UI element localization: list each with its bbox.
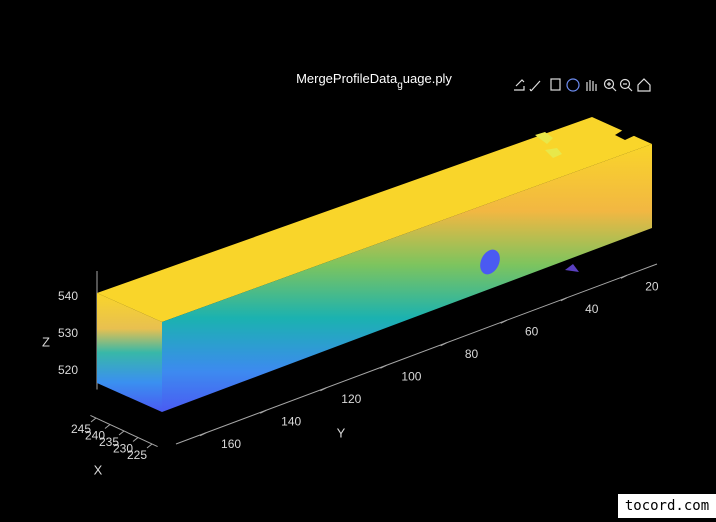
y-tick (320, 387, 327, 392)
x-tick-label: 240 (85, 429, 105, 443)
y-tick-label: 160 (221, 437, 241, 451)
x-tick (146, 443, 153, 449)
datatip-icon[interactable] (550, 78, 561, 91)
spots (535, 132, 562, 158)
x-tick (90, 417, 97, 423)
title-main: MergeProfileData (296, 71, 398, 86)
hole (615, 127, 638, 140)
end-face (97, 293, 162, 412)
z-tick-label: 520 (58, 363, 78, 377)
x-tick-label: 235 (99, 435, 119, 449)
y-tick-label: 120 (341, 392, 361, 406)
title-rest: uage.ply (403, 71, 453, 86)
y-axis (175, 263, 658, 445)
y-tick-label: 80 (465, 347, 479, 361)
side-face (162, 144, 652, 412)
y-tick-label: 60 (525, 324, 539, 338)
z-axis-label: Z (42, 334, 50, 349)
point-cloud (97, 117, 652, 412)
y-tick-label: 20 (645, 279, 659, 293)
toolbar (514, 78, 651, 92)
brush-icon[interactable] (529, 80, 541, 92)
zoom-out-icon[interactable] (619, 78, 631, 90)
y-tick-label: 140 (281, 414, 301, 428)
rotate-icon[interactable] (566, 78, 580, 92)
x-tick-label: 230 (113, 442, 133, 456)
watermark: tocord.com (625, 498, 709, 514)
x-tick (132, 437, 139, 442)
x-tick (118, 430, 125, 436)
y-tick (440, 342, 447, 347)
y-tick (259, 409, 267, 414)
y-tick (199, 432, 207, 437)
x-tick-label: 225 (127, 448, 147, 462)
y-tick (500, 319, 507, 324)
y-tick-label: 100 (401, 369, 421, 383)
x-tick (104, 424, 111, 429)
export-icon[interactable] (514, 79, 525, 91)
y-tick-label: 40 (585, 302, 599, 316)
blob (480, 249, 500, 275)
spot-purple (565, 264, 579, 272)
home-icon[interactable] (637, 78, 651, 92)
top-face (97, 117, 652, 322)
zoom-in-icon[interactable] (603, 78, 615, 90)
x-tick-label: 245 (71, 422, 91, 436)
x-axis-label: X (94, 462, 103, 477)
watermark-box: tocord.com (618, 494, 716, 518)
chart-title: MergeProfileDataguage.ply (296, 71, 452, 90)
z-tick-label: 540 (58, 289, 78, 303)
title-subscript: g (397, 80, 403, 91)
z-tick-label: 530 (58, 326, 78, 340)
y-axis-label: Y (337, 425, 346, 440)
y-tick (560, 297, 568, 302)
y-tick (380, 364, 387, 369)
y-tick (620, 274, 628, 279)
pan-icon[interactable] (586, 80, 597, 91)
